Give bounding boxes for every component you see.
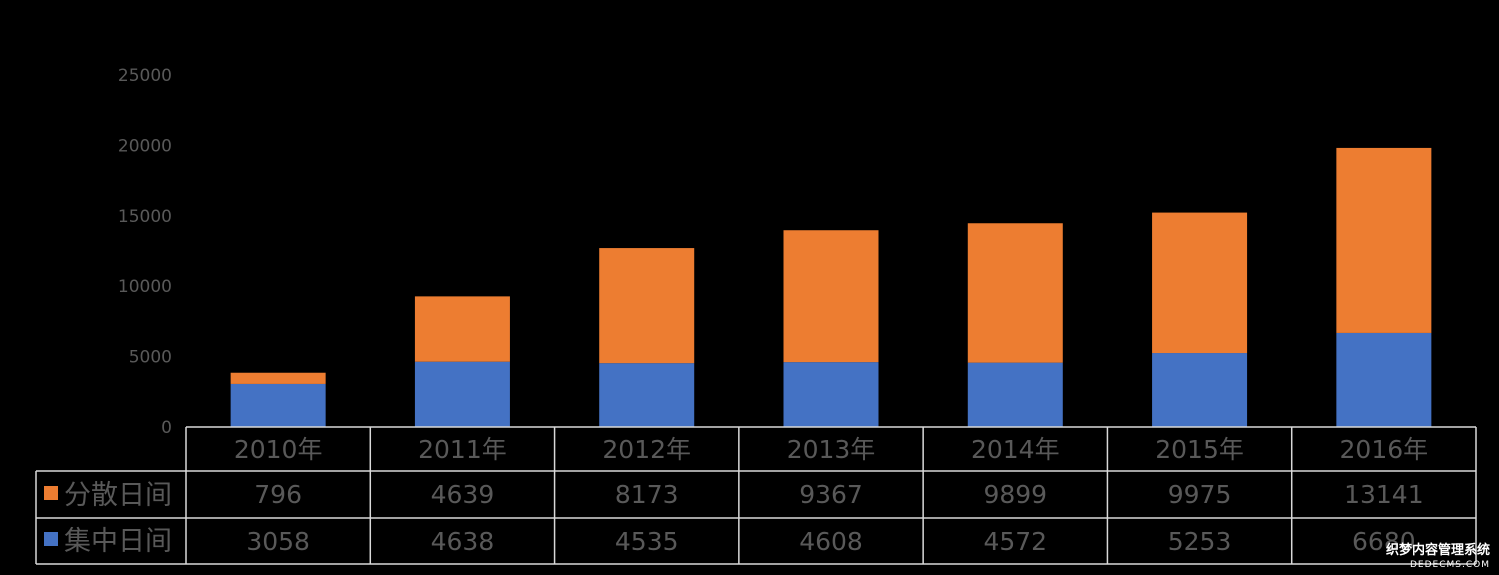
legend-label-dispersed: 分散日间 xyxy=(64,480,172,511)
bar-centralized xyxy=(414,361,510,427)
bar-dispersed xyxy=(599,248,695,364)
watermark-text: 织梦内容管理系统 xyxy=(1386,542,1490,558)
bar-centralized xyxy=(967,362,1063,427)
dispersed-value: 13141 xyxy=(1344,480,1424,509)
centralized-value: 4572 xyxy=(983,527,1047,556)
bar-centralized xyxy=(1152,353,1248,427)
category-label: 2014年 xyxy=(971,435,1060,464)
centralized-value: 5253 xyxy=(1168,527,1232,556)
legend-key-centralized xyxy=(44,532,58,546)
bar-dispersed xyxy=(967,223,1063,363)
watermark-subtext: DEDECMS.COM xyxy=(1410,560,1490,570)
dispersed-value: 9367 xyxy=(799,480,863,509)
centralized-value: 4535 xyxy=(615,527,679,556)
dispersed-value: 8173 xyxy=(615,480,679,509)
category-label: 2011年 xyxy=(418,435,507,464)
centralized-value: 4608 xyxy=(799,527,863,556)
dispersed-value: 796 xyxy=(254,480,302,509)
bar-centralized xyxy=(230,383,326,427)
bar-centralized xyxy=(1336,332,1432,427)
legend-key-dispersed xyxy=(44,486,58,500)
bar-dispersed xyxy=(783,230,879,363)
bar-centralized xyxy=(783,362,879,427)
y-axis: 0 5000 10000 15000 20000 25000 xyxy=(118,66,172,438)
table-grid-lines xyxy=(35,426,1477,565)
watermark: 织梦内容管理系统 DEDECMS.COM xyxy=(1386,542,1490,570)
bar-dispersed xyxy=(230,372,326,384)
bar-dispersed xyxy=(414,296,510,362)
category-label: 2013年 xyxy=(787,435,876,464)
y-tick-label: 25000 xyxy=(118,66,172,86)
dispersed-value: 4639 xyxy=(431,480,495,509)
category-label: 2016年 xyxy=(1340,435,1429,464)
bar-dispersed xyxy=(1336,147,1432,333)
category-label: 2010年 xyxy=(234,435,323,464)
centralized-value: 6680 xyxy=(1352,527,1416,556)
y-tick-label: 20000 xyxy=(118,136,172,156)
bar-centralized xyxy=(599,363,695,427)
bar-group xyxy=(230,147,1432,427)
y-tick-label: 15000 xyxy=(118,207,172,227)
centralized-value: 3058 xyxy=(246,527,310,556)
data-table: 2010年 2011年 2012年 2013年 2014年 2015年 2016… xyxy=(35,426,1477,565)
centralized-value: 4638 xyxy=(431,527,495,556)
dispersed-value: 9899 xyxy=(983,480,1047,509)
y-tick-label: 5000 xyxy=(129,348,172,368)
y-tick-label: 10000 xyxy=(118,277,172,297)
category-label: 2012年 xyxy=(602,435,691,464)
bar-dispersed xyxy=(1152,212,1248,354)
dispersed-value: 9975 xyxy=(1168,480,1232,509)
y-tick-label: 0 xyxy=(161,418,172,438)
legend-label-centralized: 集中日间 xyxy=(64,526,172,557)
category-label: 2015年 xyxy=(1155,435,1244,464)
